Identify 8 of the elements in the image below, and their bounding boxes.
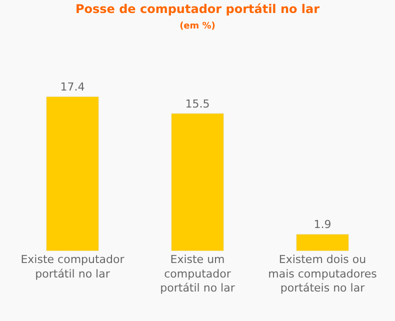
- data-label: 1.9: [314, 218, 332, 232]
- data-label: 17.4: [60, 80, 85, 94]
- chart-title: Posse de computador portátil no lar: [75, 2, 320, 16]
- x-tick-label: Existe um computador portátil no lar: [160, 253, 236, 295]
- x-tick-label: Existe computador portátil no lar: [20, 253, 125, 280]
- data-label: 15.5: [185, 97, 210, 110]
- x-tick-label: Existem dois ou mais computadores portáteis no lar: [268, 253, 378, 295]
- chart-subtitle: (em %): [180, 21, 216, 32]
